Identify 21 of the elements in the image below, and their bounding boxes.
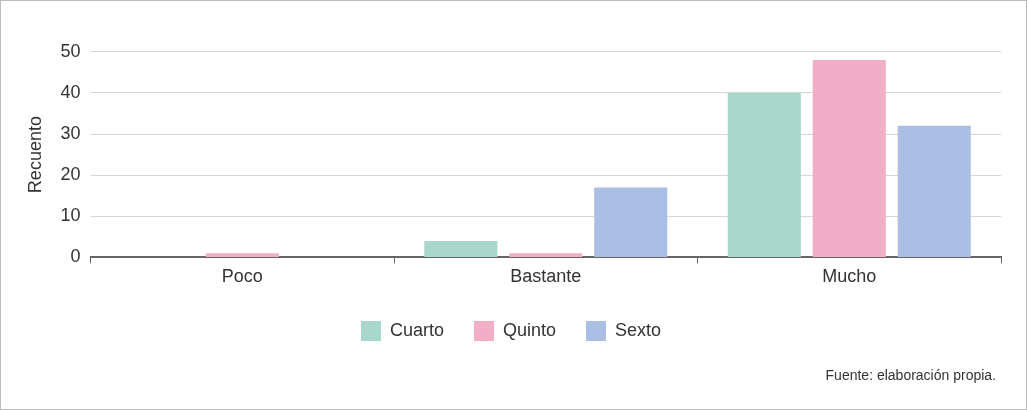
legend-label: Quinto: [502, 319, 557, 340]
legend-label: Sexto: [615, 319, 662, 340]
x-tick-label: Mucho: [822, 266, 877, 287]
y-tick-label: 40: [60, 81, 81, 102]
bar: [727, 92, 801, 257]
bar: [509, 253, 583, 257]
x-tick-label: Poco: [221, 266, 263, 287]
bar: [594, 187, 668, 257]
y-tick-label: 50: [60, 40, 81, 61]
source-note: Fuente: elaboración propia.: [825, 367, 996, 383]
y-tick-label: 10: [60, 205, 81, 226]
legend-label: Cuarto: [389, 319, 444, 340]
y-axis-title: Recuento: [24, 116, 45, 194]
bar: [205, 253, 279, 257]
y-tick-label: 20: [60, 164, 81, 185]
y-tick-label: 0: [70, 246, 81, 267]
bar: [812, 60, 886, 257]
bar: [897, 125, 971, 257]
y-tick-label: 30: [60, 123, 81, 144]
bar: [424, 240, 498, 257]
x-tick-label: Bastante: [510, 266, 582, 287]
